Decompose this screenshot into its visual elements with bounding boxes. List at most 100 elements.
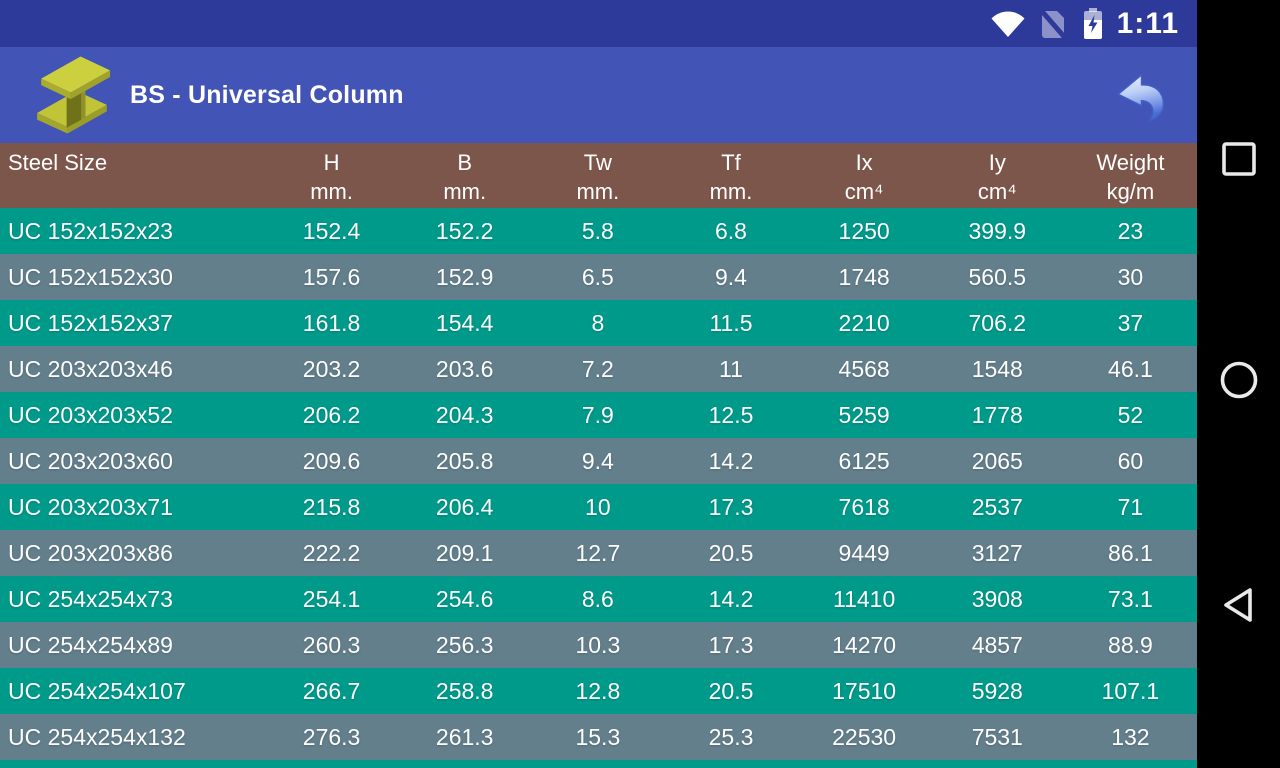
- steel-size-cell: UC 203x203x46: [8, 356, 173, 382]
- value-cell: 2537: [971, 494, 1023, 520]
- header-unit: cm⁴: [844, 179, 884, 204]
- steel-size-cell: UC 203x203x86: [8, 540, 173, 566]
- value-cell: 1548: [971, 356, 1023, 382]
- steel-size-cell: UC 203x203x52: [8, 402, 173, 428]
- value-cell: 209.1: [435, 540, 494, 566]
- value-cell: 5.8: [581, 218, 614, 244]
- battery-charging-icon: [1083, 8, 1102, 39]
- value-cell: 4857: [971, 632, 1023, 658]
- value-cell: 23: [1117, 218, 1144, 244]
- value-cell: 6125: [838, 448, 890, 474]
- steel-size-cell: UC 152x152x37: [8, 310, 173, 336]
- value-cell: 254.1: [302, 586, 361, 612]
- value-cell: 22530: [832, 724, 897, 750]
- table-row[interactable]: UC 203x203x46 203.2 203.6 7.2 11 4568 1548 46.1: [0, 346, 1197, 392]
- value-cell: 73.1: [1108, 586, 1153, 612]
- table-row[interactable]: UC 254x254x89 260.3 256.3 10.3 17.3 14270 4857…: [0, 622, 1197, 668]
- back-navigation-button[interactable]: [1113, 69, 1167, 121]
- value-cell: 10: [585, 494, 611, 520]
- header-label: Steel Size: [8, 150, 108, 175]
- value-cell: 1778: [971, 402, 1023, 428]
- glossy-back-arrow-icon: [1117, 73, 1165, 121]
- value-cell: 560.5: [968, 264, 1027, 290]
- value-cell: 37: [1117, 310, 1144, 336]
- status-clock: 1:11: [1116, 6, 1179, 40]
- table-row[interactable]: UC 203x203x86 222.2 209.1 12.7 20.5 9449 3127 8…: [0, 530, 1197, 576]
- back-button[interactable]: [1220, 585, 1258, 628]
- table-row[interactable]: UC 152x152x23 152.4 152.2 5.8 6.8 1250 399.9 23: [0, 208, 1197, 254]
- value-cell: 215.8: [302, 494, 361, 520]
- value-cell: 11410: [833, 586, 896, 612]
- square-icon: [1221, 142, 1256, 176]
- steel-size-cell: UC 203x203x71: [8, 494, 173, 520]
- value-cell: 152.9: [435, 264, 494, 290]
- header-cell: Iy cm⁴: [931, 143, 1064, 208]
- table-row[interactable]: UC 203x203x52 206.2 204.3 7.9 12.5 5259 1778 52: [0, 392, 1197, 438]
- value-cell: 5928: [971, 678, 1023, 704]
- value-cell: 14.2: [708, 448, 754, 474]
- no-sim-icon: [1038, 7, 1069, 40]
- steel-size-cell: UC 203x203x60: [8, 448, 173, 474]
- header-label: Weight: [1096, 150, 1165, 175]
- table-row[interactable]: UC 254x254x107 266.7 258.8 12.8 20.5 17510 592…: [0, 668, 1197, 714]
- status-bar: 1:11: [0, 0, 1197, 47]
- value-cell: 3908: [971, 586, 1023, 612]
- table-row[interactable]: UC 254x254x73 254.1 254.6 8.6 14.2 11410 3908 7…: [0, 576, 1197, 622]
- value-cell: 12.7: [575, 540, 621, 566]
- ibeam-app-icon: [37, 56, 111, 134]
- header-unit: mm.: [310, 179, 353, 204]
- value-cell: 60: [1117, 448, 1144, 474]
- steel-size-cell: UC 254x254x89: [8, 632, 173, 658]
- header-label: B: [457, 150, 473, 175]
- page-title: BS - Universal Column: [130, 80, 404, 109]
- content-area: 1:11 BS - Universal Column: [0, 0, 1197, 768]
- table-row[interactable]: UC 152x152x37 161.8 154.4 8 11.5 2210 706.2 37: [0, 300, 1197, 346]
- value-cell: 7.2: [581, 356, 614, 382]
- header-unit: mm.: [443, 179, 487, 204]
- value-cell: 266.7: [302, 678, 361, 704]
- table-row[interactable]: UC 203x203x60 209.6 205.8 9.4 14.2 6125 2065 60: [0, 438, 1197, 484]
- value-cell: 12.5: [708, 402, 754, 428]
- home-button[interactable]: [1219, 360, 1259, 403]
- steel-size-cell: UC 254x254x132: [8, 724, 186, 750]
- value-cell: 9.4: [581, 448, 614, 474]
- app-bar: BS - Universal Column: [0, 47, 1197, 143]
- header-cell: Steel Size: [0, 143, 265, 208]
- table-row[interactable]: UC 152x152x30 157.6 152.9 6.5 9.4 1748 560.5 30: [0, 254, 1197, 300]
- android-nav-bar: [1197, 0, 1280, 768]
- value-cell: 12.8: [575, 678, 621, 704]
- wifi-icon: [991, 11, 1025, 37]
- header-cell: Tf mm.: [664, 143, 797, 208]
- value-cell: 154.4: [435, 310, 494, 336]
- value-cell: 8: [591, 310, 605, 336]
- value-cell: 88.9: [1108, 632, 1153, 658]
- value-cell: 9.4: [715, 264, 747, 290]
- value-cell: 71: [1117, 494, 1144, 520]
- header-unit: mm.: [709, 179, 753, 204]
- table-row-partial[interactable]: [0, 760, 1197, 768]
- header-label: Tf: [721, 150, 741, 175]
- value-cell: 7531: [971, 724, 1023, 750]
- value-cell: 209.6: [302, 448, 361, 474]
- value-cell: 6.8: [715, 218, 747, 244]
- value-cell: 30: [1117, 264, 1144, 290]
- value-cell: 14.2: [708, 586, 754, 612]
- value-cell: 86.1: [1108, 540, 1153, 566]
- value-cell: 205.8: [435, 448, 494, 474]
- recents-button[interactable]: [1220, 140, 1258, 181]
- value-cell: 7618: [838, 494, 890, 520]
- value-cell: 8.6: [581, 586, 614, 612]
- table-row[interactable]: UC 254x254x132 276.3 261.3 15.3 25.3 22530 753…: [0, 714, 1197, 760]
- value-cell: 206.4: [435, 494, 494, 520]
- value-cell: 15.3: [575, 724, 621, 750]
- header-cell: Weight kg/m: [1064, 143, 1197, 208]
- value-cell: 399.9: [968, 218, 1027, 244]
- value-cell: 2210: [838, 310, 890, 336]
- value-cell: 157.6: [302, 264, 361, 290]
- value-cell: 17510: [832, 678, 897, 704]
- value-cell: 25.3: [708, 724, 754, 750]
- table-row[interactable]: UC 203x203x71 215.8 206.4 10 17.3 7618 2537 71: [0, 484, 1197, 530]
